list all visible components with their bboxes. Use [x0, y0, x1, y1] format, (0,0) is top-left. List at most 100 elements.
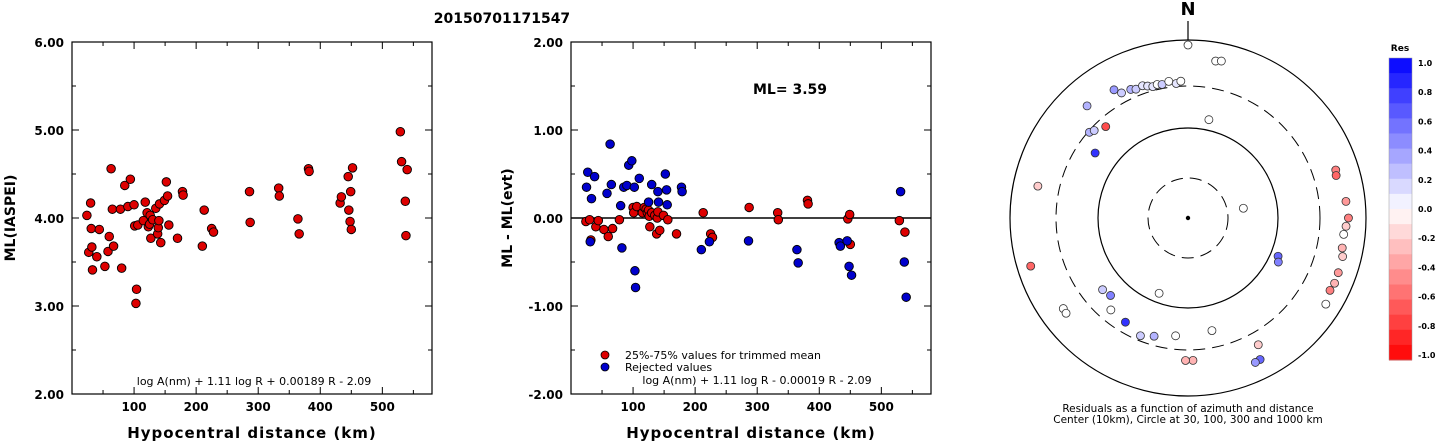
residual-point [1181, 356, 1190, 365]
colorbar-tick-label: 0.6 [1418, 117, 1433, 126]
data-point [131, 298, 141, 309]
data-point [844, 209, 855, 220]
data-point [653, 186, 663, 197]
colorbar-cell [1389, 178, 1412, 195]
data-point [606, 179, 617, 190]
data-point [696, 244, 707, 255]
data-point [627, 156, 637, 166]
data-point [345, 186, 356, 197]
data-point [347, 163, 358, 173]
legend-label-rejected: Rejected values [625, 361, 712, 374]
data-point [197, 241, 208, 251]
residual-point [1154, 288, 1164, 298]
residual-point [1341, 196, 1351, 206]
data-point [643, 197, 654, 207]
residual-point [1089, 126, 1099, 135]
colorbar-tick-label: 0.8 [1418, 88, 1433, 97]
data-point [244, 186, 255, 197]
residual-point [1117, 88, 1126, 98]
data-point [336, 192, 347, 202]
residual-point [1204, 115, 1214, 125]
axis-ticks: 100 200 300 400 500 -2.00 -1.00 0.00 1.00 2.00 [528, 36, 931, 414]
data-point [164, 220, 174, 230]
data-point [615, 200, 626, 211]
ring-300km [1055, 85, 1321, 351]
colorbar-cell [1389, 209, 1412, 225]
colorbar-cell [1389, 344, 1412, 361]
data-point [86, 223, 96, 234]
colorbar-cell [1389, 58, 1412, 74]
ring-1000km [1009, 39, 1367, 397]
legend-label-trimmed: 25%-75% values for trimmed mean [625, 349, 821, 362]
y-axis-label: ML(IASPEI) [3, 175, 19, 262]
y-tick-label: 5.00 [34, 124, 64, 138]
ring-100km [1097, 127, 1279, 309]
data-point [245, 217, 255, 228]
data-point [87, 242, 97, 252]
data-point [844, 261, 854, 272]
azimuth-residual-plot: N Residuals as a function of azimuth and… [1009, 0, 1367, 426]
data-point [346, 224, 357, 235]
colorbar-cell [1389, 103, 1412, 119]
residual-point [1250, 358, 1260, 367]
colorbar-cell [1389, 73, 1412, 89]
data-point [617, 243, 627, 253]
data-point [602, 188, 612, 199]
colorbar-cell [1389, 329, 1412, 346]
formula-text: log A(nm) + 1.11 log R + 0.00189 R - 2.0… [137, 375, 371, 388]
residual-point [1090, 148, 1100, 158]
data-point [803, 199, 813, 209]
data-point [773, 215, 784, 225]
x-axis-label: Hypocentral distance (km) [127, 424, 377, 441]
residual-point [1333, 268, 1343, 278]
residual-point [1339, 229, 1349, 239]
data-point [172, 233, 183, 243]
y-tick-label: 2.00 [533, 36, 563, 50]
data-point [199, 205, 209, 215]
residual-point [1183, 40, 1193, 50]
data-point [131, 284, 142, 295]
data-point [585, 237, 595, 247]
data-point [274, 191, 285, 201]
data-points [82, 127, 412, 309]
plot-frame [71, 41, 433, 395]
data-point [793, 258, 803, 268]
data-point [106, 163, 116, 174]
data-point [586, 193, 597, 204]
magnitude-vs-distance-chart: 100 200 300 400 500 2.00 3.00 4.00 5.00 6.00 ML(I… [3, 36, 433, 441]
data-point [129, 200, 139, 210]
colorbar-tick-label: 1.0 [1418, 59, 1433, 68]
data-point [108, 241, 119, 251]
data-point [162, 191, 173, 201]
data-point [846, 270, 857, 280]
residual-point [1321, 299, 1331, 309]
x-tick-label: 500 [869, 400, 894, 414]
data-point [895, 186, 906, 197]
ml-annotation: ML= 3.59 [753, 82, 827, 98]
data-point [87, 265, 98, 275]
data-point [901, 292, 911, 302]
residual-vs-distance-chart: 100 200 300 400 500 -2.00 -1.00 0.00 1.00 2.00 ML… [500, 36, 932, 441]
residual-point [1106, 305, 1116, 315]
x-tick-label: 100 [122, 400, 147, 414]
residual-colorbar: Res 1.0 0.8 0.6 0.4 0.2 0.0 -0.2 -0.4 -0.6 -0.8 -1… [1388, 44, 1436, 361]
colorbar-tick-label: -0.8 [1418, 322, 1436, 331]
data-point [662, 200, 672, 210]
data-point [704, 237, 715, 247]
data-point [589, 171, 600, 182]
residual-point [1171, 331, 1181, 341]
residual-point [1331, 171, 1341, 180]
x-tick-label: 500 [370, 400, 395, 414]
data-point [161, 177, 172, 187]
data-point [293, 214, 303, 224]
data-point [273, 183, 284, 193]
residual-point [1061, 308, 1071, 318]
y-tick-label: 4.00 [34, 212, 64, 226]
colorbar-cell [1389, 224, 1412, 240]
data-point [584, 215, 595, 225]
data-point [140, 197, 150, 207]
colorbar-cell [1389, 269, 1412, 285]
data-point [593, 215, 604, 226]
colorbar-cell [1389, 284, 1412, 301]
data-point [653, 197, 664, 207]
